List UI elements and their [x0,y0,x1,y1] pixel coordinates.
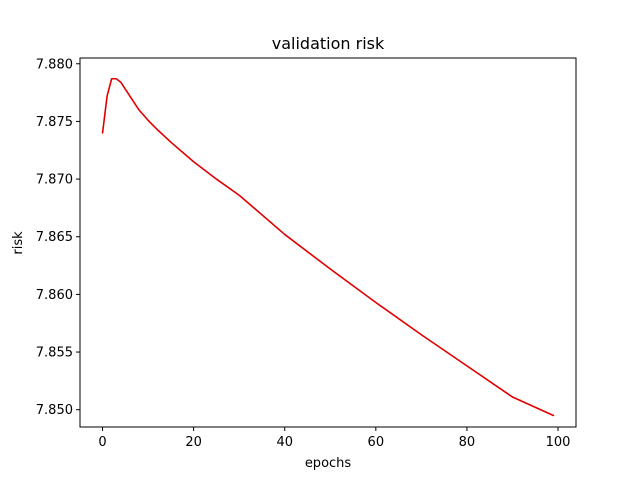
y-tick-label-7.875: 7.875 [36,115,73,130]
y-tick-label-7.855: 7.855 [36,346,73,361]
x-tick-label-60: 60 [368,435,385,450]
chart-title: validation risk [272,34,385,53]
x-axis-ticks: 0 20 40 60 80 100 [98,427,570,450]
x-tick-label-40: 40 [276,435,293,450]
y-tick-label-7.880: 7.880 [36,57,73,72]
y-axis-label: risk [11,231,26,255]
y-tick-label-7.870: 7.870 [36,173,73,188]
x-tick-label-100: 100 [546,435,571,450]
x-axis-label: epochs [305,456,352,471]
series-line-0 [101,77,555,417]
plot-area [101,77,555,417]
y-tick-label-7.865: 7.865 [36,230,73,245]
y-axis-ticks: 7.850 7.855 7.860 7.865 7.870 7.875 7.880 [36,57,80,418]
x-tick-label-0: 0 [98,435,106,450]
y-tick-label-7.860: 7.860 [36,288,73,303]
x-tick-label-20: 20 [185,435,202,450]
y-tick-label-7.850: 7.850 [36,403,73,418]
x-tick-label-80: 80 [459,435,476,450]
plot-frame [79,57,577,428]
